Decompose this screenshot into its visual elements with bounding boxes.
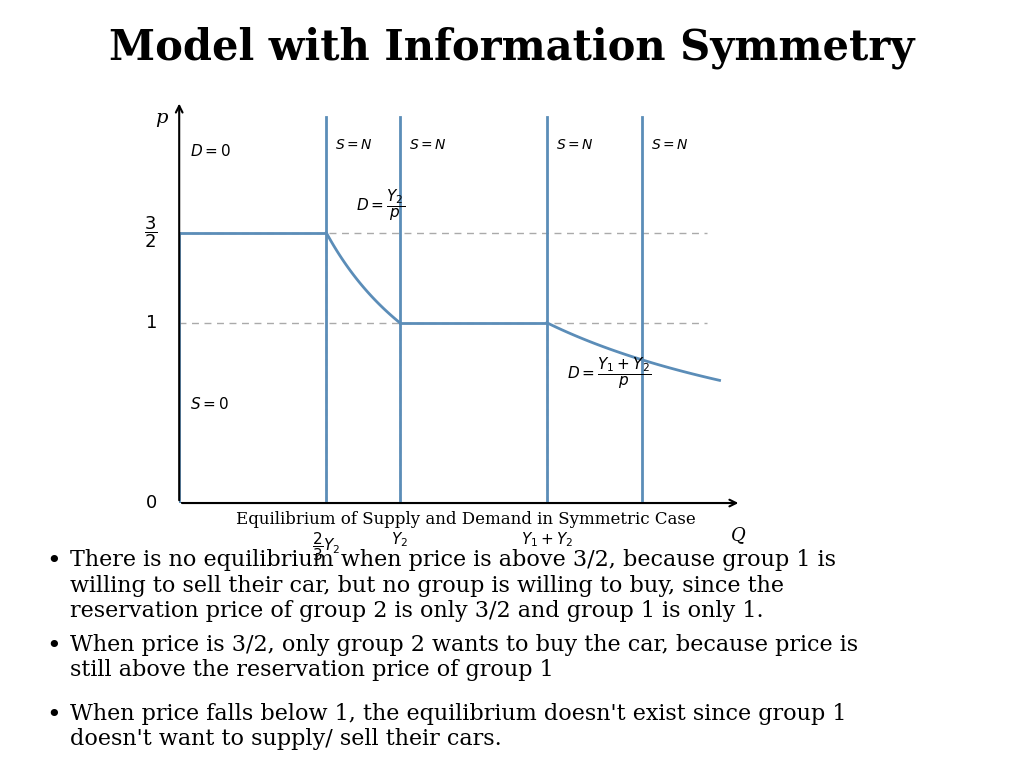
Text: Q: Q [731, 527, 745, 545]
Text: $S = N$: $S = N$ [651, 138, 689, 152]
Text: $Y_1+Y_2$: $Y_1+Y_2$ [521, 530, 573, 549]
Text: p: p [156, 109, 168, 127]
Text: 1: 1 [145, 313, 157, 332]
Text: Equilibrium of Supply and Demand in Symmetric Case: Equilibrium of Supply and Demand in Symm… [237, 511, 695, 528]
Text: Model with Information Symmetry: Model with Information Symmetry [110, 27, 914, 69]
Text: $D = \dfrac{Y_1+Y_2}{p}$: $D = \dfrac{Y_1+Y_2}{p}$ [567, 356, 651, 391]
Text: •: • [46, 703, 60, 727]
Text: $S = 0$: $S = 0$ [190, 396, 229, 412]
Text: •: • [46, 549, 60, 573]
Text: $D = \dfrac{Y_2}{p}$: $D = \dfrac{Y_2}{p}$ [355, 188, 404, 223]
Text: $\dfrac{2}{3}Y_2$: $\dfrac{2}{3}Y_2$ [312, 530, 341, 563]
Text: •: • [46, 634, 60, 657]
Text: $S = N$: $S = N$ [409, 138, 446, 152]
Text: $D = 0$: $D = 0$ [190, 144, 231, 160]
Text: $\dfrac{3}{2}$: $\dfrac{3}{2}$ [143, 215, 157, 250]
Text: $Y_2$: $Y_2$ [391, 530, 409, 549]
Text: There is no equilibrium when price is above 3/2, because group 1 is
willing to s: There is no equilibrium when price is ab… [70, 549, 836, 622]
Text: When price falls below 1, the equilibrium doesn't exist since group 1
doesn't wa: When price falls below 1, the equilibriu… [70, 703, 846, 750]
Text: $S = N$: $S = N$ [556, 138, 594, 152]
Text: $S = N$: $S = N$ [335, 138, 373, 152]
Text: 0: 0 [145, 494, 157, 512]
Text: When price is 3/2, only group 2 wants to buy the car, because price is
still abo: When price is 3/2, only group 2 wants to… [70, 634, 858, 681]
